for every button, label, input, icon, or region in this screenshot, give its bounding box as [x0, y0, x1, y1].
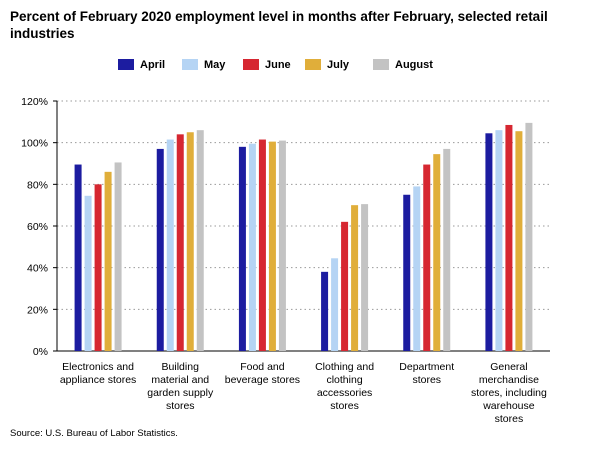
x-category-label-line: stores, including	[470, 387, 547, 399]
bar-june	[423, 164, 431, 351]
x-category-label-line: stores	[165, 400, 195, 412]
bar-august	[114, 162, 122, 351]
bar-april	[403, 194, 411, 351]
bar-july	[351, 205, 359, 351]
chart-title: Percent of February 2020 employment leve…	[10, 9, 548, 41]
x-category-label-line: Food and	[240, 361, 285, 373]
x-category-label-line: warehouse	[483, 400, 535, 412]
x-category-label: Food and beverage stores	[221, 361, 303, 387]
y-tick-label: 0%	[33, 346, 48, 358]
x-category-label-line: appliance stores	[59, 374, 137, 386]
y-tick-label: 100%	[21, 138, 48, 150]
x-category-label-line: stores	[412, 374, 442, 386]
bar-may	[84, 195, 92, 351]
legend-swatch	[118, 59, 134, 70]
bar-may	[331, 258, 339, 351]
bar-april	[74, 164, 82, 351]
x-category-label-line: accessories	[316, 387, 373, 399]
y-tick-label: 40%	[27, 263, 48, 275]
x-category-label: Building material and garden supply stores	[139, 361, 221, 413]
bar-july	[515, 131, 523, 351]
y-tick-label: 80%	[27, 179, 48, 191]
y-tick-label: 20%	[27, 304, 48, 316]
bar-august	[525, 122, 533, 351]
legend-label: July	[327, 59, 350, 71]
bar-may	[248, 143, 256, 351]
legend-label: April	[140, 59, 166, 71]
x-category-label-line: stores	[330, 400, 359, 412]
bar-july	[186, 132, 194, 351]
bar-april	[485, 133, 493, 351]
y-tick-label: 60%	[27, 221, 48, 233]
x-category-label: Clothing and clothing accessories stores	[304, 361, 386, 413]
bar-june	[176, 134, 184, 351]
bar-august	[443, 148, 451, 351]
bar-april	[156, 148, 164, 351]
bar-may	[495, 130, 503, 351]
bar-july	[104, 171, 112, 351]
bar-june	[94, 184, 102, 351]
x-category-label: Department stores	[386, 361, 468, 387]
legend-swatch	[373, 59, 389, 70]
bar-april	[238, 146, 246, 351]
bar-july	[433, 154, 441, 351]
bar-august	[361, 204, 369, 351]
x-category-label-line: merchandise	[478, 374, 539, 386]
bar-june	[505, 124, 513, 351]
x-category-label-line: Building	[161, 361, 199, 373]
x-category-label-line: Clothing and	[315, 361, 375, 373]
legend-label: June	[265, 59, 291, 71]
source-note: Source: U.S. Bureau of Labor Statistics.	[10, 428, 178, 439]
x-category-label-line: Department	[399, 361, 455, 373]
bar-july	[268, 141, 276, 351]
x-category-label: Electronics and appliance stores	[57, 361, 139, 387]
x-category-label: General merchandise stores, including wareh…	[468, 361, 550, 426]
legend-swatch	[305, 59, 321, 70]
x-category-label-line: clothing	[326, 374, 363, 386]
legend-label: May	[204, 59, 226, 71]
x-category-label-line: beverage stores	[224, 374, 301, 386]
x-category-label-line: Electronics and	[62, 361, 134, 373]
bar-august	[196, 130, 204, 351]
bar-june	[341, 221, 349, 351]
bar-may	[413, 186, 421, 351]
bar-may	[166, 139, 174, 351]
legend-label: August	[395, 59, 433, 71]
x-category-label-line: stores	[494, 413, 524, 425]
x-category-label-line: material and	[151, 374, 210, 386]
bar-june	[258, 139, 266, 351]
legend-swatch	[243, 59, 259, 70]
bar-april	[321, 271, 329, 351]
legend-swatch	[182, 59, 198, 70]
y-tick-label: 120%	[21, 96, 48, 108]
x-category-label-line: garden supply	[147, 387, 214, 399]
bar-august	[278, 140, 286, 351]
x-category-label-line: General	[490, 361, 528, 373]
